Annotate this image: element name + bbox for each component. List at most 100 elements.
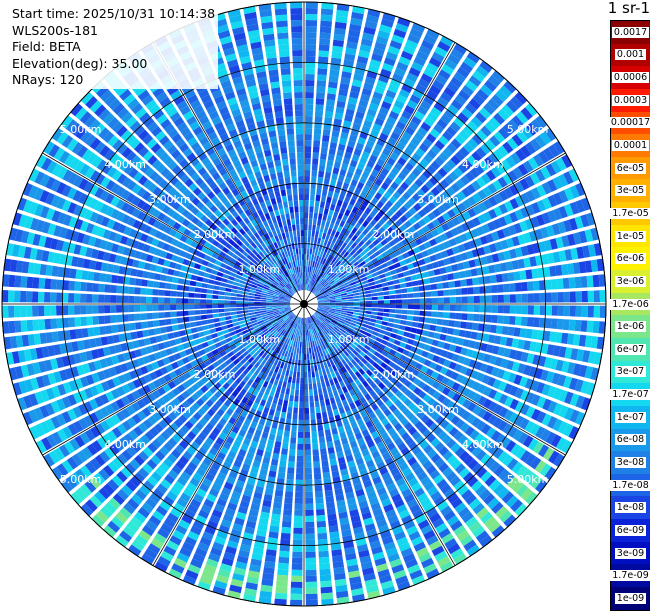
range-gate bbox=[423, 323, 431, 330]
range-gate bbox=[282, 86, 292, 93]
range-gate bbox=[104, 294, 111, 303]
range-gate bbox=[176, 304, 183, 310]
range-gate bbox=[394, 531, 406, 541]
range-gate bbox=[410, 360, 418, 368]
range-gate bbox=[306, 260, 309, 267]
range-gate bbox=[370, 315, 377, 319]
range-gate bbox=[425, 311, 432, 317]
range-gate bbox=[280, 411, 287, 419]
range-gate bbox=[295, 485, 303, 492]
range-gate bbox=[236, 304, 243, 308]
range-gate bbox=[285, 388, 290, 395]
range-gate bbox=[318, 316, 325, 322]
range-gate bbox=[341, 399, 349, 407]
range-gate bbox=[312, 152, 319, 159]
range-gate bbox=[305, 527, 315, 534]
range-gate bbox=[587, 305, 594, 318]
range-gate bbox=[441, 533, 454, 544]
range-gate bbox=[38, 319, 46, 331]
range-gate bbox=[276, 574, 289, 582]
range-gate bbox=[264, 555, 276, 563]
range-gate bbox=[344, 485, 354, 494]
range-gate bbox=[331, 173, 338, 181]
range-gate bbox=[581, 397, 591, 411]
range-gate bbox=[378, 354, 386, 362]
range-gate bbox=[434, 457, 445, 468]
range-gate bbox=[271, 87, 281, 95]
range-gate bbox=[437, 304, 444, 311]
range-gate bbox=[408, 333, 416, 340]
range-gate bbox=[280, 214, 286, 221]
range-gate bbox=[346, 497, 357, 506]
range-gate bbox=[393, 498, 405, 509]
range-gate bbox=[297, 341, 300, 348]
range-gate bbox=[194, 298, 201, 304]
range-gate bbox=[328, 75, 339, 83]
range-gate bbox=[387, 427, 397, 436]
range-gate bbox=[418, 356, 427, 365]
range-gate bbox=[519, 328, 527, 338]
range-gate bbox=[358, 500, 369, 509]
range-gate bbox=[305, 593, 318, 600]
range-gate bbox=[242, 313, 250, 317]
range-gate bbox=[272, 397, 279, 405]
range-gate bbox=[231, 289, 238, 293]
range-gate bbox=[323, 309, 330, 312]
range-gate bbox=[485, 314, 492, 323]
range-gate bbox=[398, 325, 406, 331]
range-gate bbox=[320, 323, 326, 329]
range-gate bbox=[279, 56, 290, 64]
range-gate bbox=[141, 321, 148, 329]
range-gate bbox=[569, 409, 580, 423]
range-gate bbox=[314, 400, 320, 408]
range-gate bbox=[340, 412, 347, 420]
range-gate bbox=[300, 236, 304, 243]
range-gate bbox=[292, 44, 303, 51]
range-gate bbox=[320, 20, 332, 28]
range-gate bbox=[294, 497, 303, 504]
range-gate bbox=[232, 322, 240, 327]
range-gate bbox=[432, 390, 441, 400]
range-gate bbox=[271, 422, 278, 429]
range-gate bbox=[342, 480, 352, 488]
range-gate bbox=[206, 309, 213, 314]
range-gate bbox=[293, 74, 303, 81]
range-gate bbox=[598, 321, 606, 334]
range-gate bbox=[337, 426, 345, 434]
range-gate bbox=[339, 462, 347, 471]
range-gate bbox=[230, 292, 237, 297]
range-gate bbox=[295, 110, 303, 117]
range-gate bbox=[304, 401, 309, 408]
range-gate bbox=[338, 319, 345, 324]
range-gate bbox=[523, 364, 532, 376]
range-gate bbox=[472, 322, 479, 331]
range-gate bbox=[348, 415, 356, 424]
range-gate bbox=[194, 287, 202, 293]
range-gate bbox=[165, 325, 173, 333]
range-gate bbox=[503, 514, 517, 528]
range-gate bbox=[440, 561, 454, 573]
range-gate bbox=[354, 399, 362, 407]
range-gate bbox=[393, 323, 400, 329]
range-gate bbox=[472, 381, 481, 391]
range-gate bbox=[135, 278, 142, 286]
range-gate bbox=[408, 426, 417, 436]
range-gate bbox=[146, 312, 153, 320]
range-gate bbox=[309, 329, 313, 336]
range-gate bbox=[340, 468, 349, 476]
range-gate bbox=[312, 146, 320, 153]
range-gate bbox=[415, 514, 427, 525]
range-gate bbox=[93, 272, 101, 282]
range-gate bbox=[207, 318, 214, 324]
range-gate bbox=[468, 498, 481, 510]
range-gate bbox=[286, 128, 295, 135]
range-gate bbox=[382, 451, 392, 461]
range-gate bbox=[582, 350, 591, 363]
range-gate bbox=[32, 291, 39, 303]
range-gate bbox=[567, 333, 575, 345]
range-gate bbox=[472, 502, 485, 515]
range-gate bbox=[376, 487, 387, 496]
range-gate bbox=[298, 323, 301, 330]
range-gate bbox=[98, 305, 105, 314]
range-gate bbox=[327, 314, 334, 319]
